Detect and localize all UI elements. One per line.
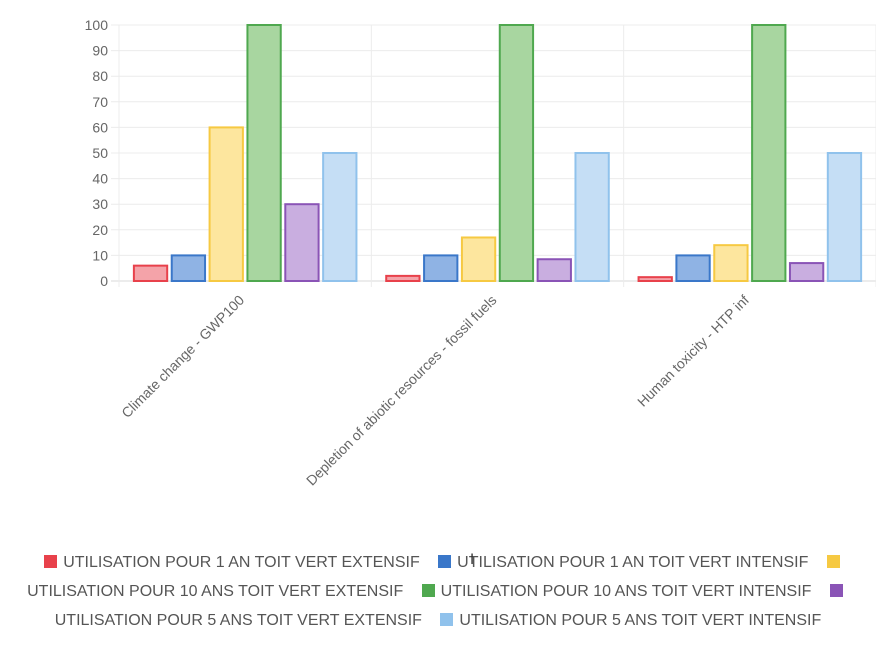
bar [170,254,207,282]
legend-item[interactable]: UTILISATION POUR 5 ANS TOIT VERT EXTENSI… [55,583,849,629]
legend-swatch [44,555,58,568]
legend-swatch [440,613,454,626]
bar [536,258,572,282]
legend-item[interactable]: UTILISATION POUR 10 ANS TOIT VERT INTENS… [408,583,812,600]
bar [322,152,358,282]
legend-label: UTILISATION POUR 10 ANS TOIT VERT INTENS… [440,583,812,600]
bar [675,254,711,282]
bar [423,254,459,282]
y-tick-label: 90 [92,43,108,59]
x-axis: Climate change - GWP100 Depletion of abio… [118,292,752,489]
bar [208,126,244,283]
y-tick-label: 10 [92,247,108,263]
bar [826,152,863,282]
bar [498,24,535,282]
y-tick-label: 70 [92,94,108,110]
y-tick-label: 100 [85,17,109,33]
bar [713,244,749,283]
text-cursor-icon: I [470,552,475,568]
legend-item[interactable]: UTILISATION POUR 1 AN TOIT VERT INTENSIF [424,554,808,571]
bar [246,24,282,282]
bar [385,274,421,283]
legend-label: UTILISATION POUR 1 AN TOIT VERT INTENSIF [457,554,809,571]
legend: UTILISATION POUR 1 AN TOIT VERT EXTENSIF… [0,548,876,635]
bar [788,262,825,282]
legend-label: UTILISATION POUR 10 ANS TOIT VERT EXTENS… [27,583,404,600]
y-tick-label: 30 [92,196,108,212]
bar [751,24,787,282]
bar [574,152,610,282]
legend-label: UTILISATION POUR 5 ANS TOIT VERT EXTENSI… [54,612,422,629]
bar [132,264,169,283]
y-tick-label: 80 [92,68,108,84]
y-tick-label: 50 [92,145,108,161]
x-tick-label: Human toxicity - HTP inf [634,292,752,410]
bar-chart: 0 10 20 30 40 50 60 70 80 90 100 Climate change - … [85,17,876,489]
y-axis: 0 10 20 30 40 50 60 70 80 90 100 [85,17,109,289]
y-tick-label: 0 [100,273,108,289]
bar [460,236,497,282]
bar [284,203,320,282]
legend-swatch [826,555,840,568]
y-tick-label: 20 [92,222,108,238]
legend-label: UTILISATION POUR 1 AN TOIT VERT EXTENSIF [63,554,420,571]
x-tick-label: Climate change - GWP100 [118,292,247,421]
y-tick-label: 40 [92,171,108,187]
x-tick-label: Depletion of abiotic resources - fossil … [303,292,500,489]
legend-item[interactable]: UTILISATION POUR 5 ANS TOIT VERT INTENSI… [426,612,821,629]
legend-item[interactable]: UTILISATION POUR 10 ANS TOIT VERT EXTENS… [27,554,846,600]
legend-swatch [829,584,843,597]
legend-item[interactable]: UTILISATION POUR 1 AN TOIT VERT EXTENSIF [30,554,420,571]
y-tick-label: 60 [92,119,108,135]
legend-swatch [421,584,435,597]
bars [132,24,863,283]
legend-label: UTILISATION POUR 5 ANS TOIT VERT INTENSI… [459,612,822,629]
legend-swatch [438,555,452,568]
bar [637,276,673,283]
